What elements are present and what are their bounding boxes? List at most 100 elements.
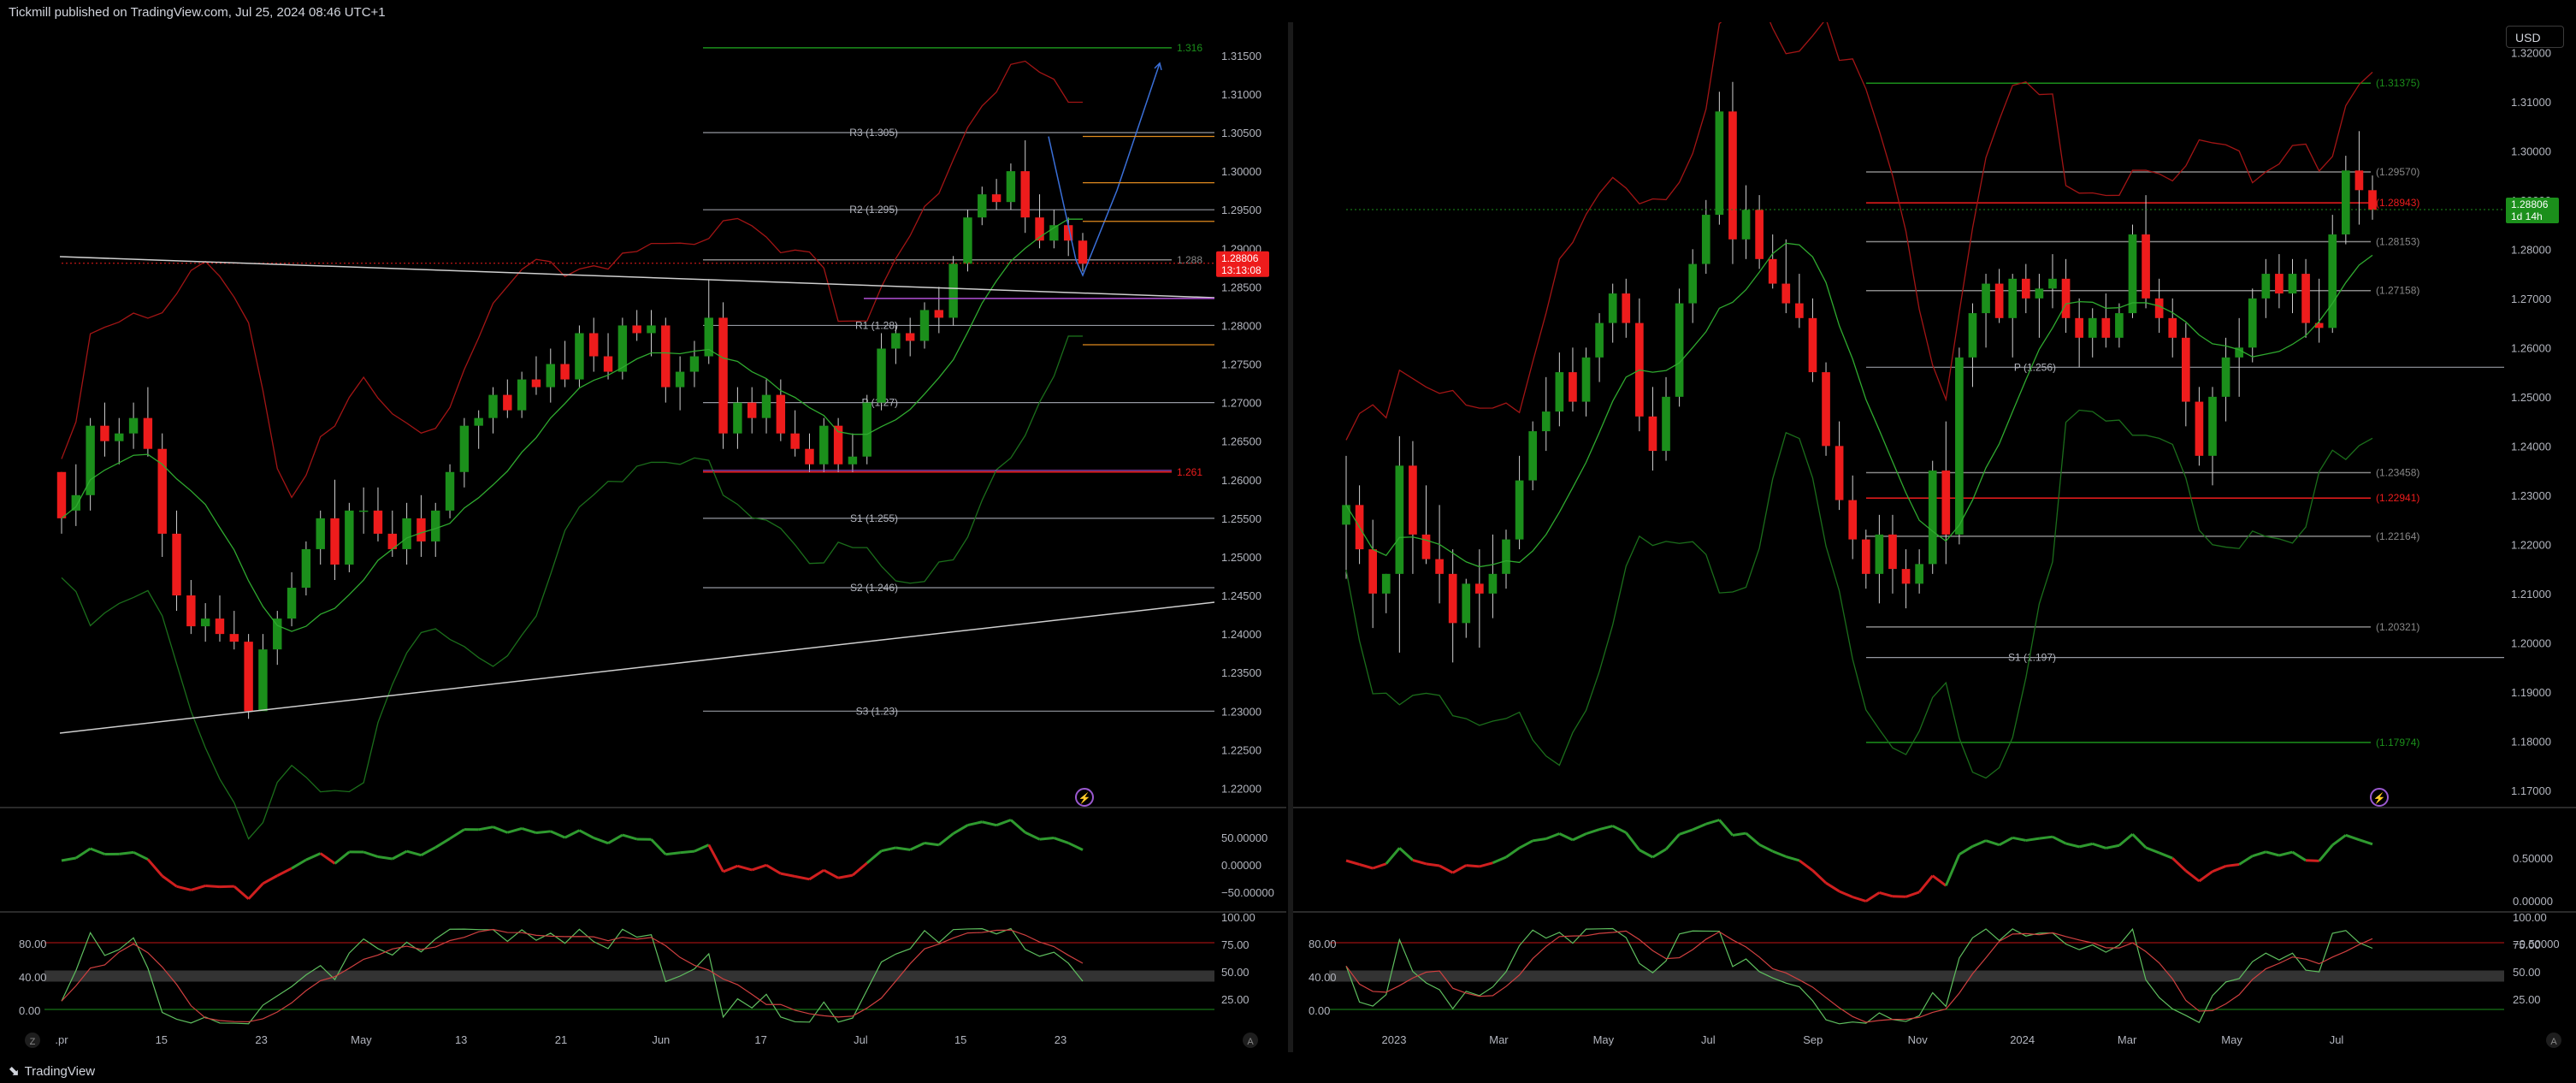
time-axis-label: 23	[1055, 1033, 1066, 1046]
candle-body	[2021, 278, 2030, 299]
momentum-line	[2171, 857, 2187, 873]
momentum-axis-label: 0.50000	[2513, 852, 2553, 865]
stoch-mid-band	[1329, 970, 2504, 982]
candle-body	[603, 356, 613, 372]
candle-body	[1888, 534, 1897, 570]
candle-body	[1982, 283, 1990, 314]
tradingview-logo[interactable]: ⬊ TradingView	[9, 1063, 95, 1080]
stoch-axis-label: 25.00	[1221, 993, 1250, 1006]
candle-body	[2354, 170, 2364, 191]
lower-band	[61, 335, 1083, 840]
candle-body	[1822, 372, 1830, 447]
candle-body	[1835, 446, 1844, 500]
currency-button[interactable]: USD	[2506, 26, 2564, 48]
candle-body	[273, 618, 282, 650]
pane-divider[interactable]	[1288, 22, 1293, 1052]
candle-body	[2368, 190, 2377, 210]
candle-body	[905, 333, 915, 341]
candle-body	[1555, 372, 1564, 412]
price-axis-label: 1.18000	[2511, 735, 2551, 748]
momentum-line	[146, 858, 163, 877]
candle-body	[689, 356, 700, 372]
momentum-line	[305, 852, 322, 861]
candle-body	[718, 317, 728, 434]
momentum-line	[1372, 862, 1387, 870]
lightning-icon	[2370, 788, 2389, 807]
countdown-value: 1d 14h	[2511, 210, 2543, 222]
candle-body	[258, 649, 268, 712]
candle-body	[2275, 274, 2284, 294]
candle-body	[546, 364, 555, 388]
time-axis-label: Mar	[1489, 1033, 1509, 1046]
momentum-line	[1811, 869, 1828, 885]
candle-body	[978, 194, 987, 218]
time-axis-label: Mar	[2118, 1033, 2137, 1046]
candle-body	[1675, 303, 1684, 397]
candle-body	[215, 618, 225, 635]
price-axis-label: 1.17000	[2511, 784, 2551, 797]
price-axis-label: 1.26000	[2511, 341, 2551, 354]
candle-body	[373, 510, 383, 534]
candle-body	[862, 402, 871, 457]
momentum-line	[1878, 891, 1894, 898]
momentum-line	[578, 829, 594, 839]
momentum-line	[119, 850, 134, 855]
level-label: (1.28153)	[2376, 236, 2419, 248]
momentum-line	[377, 855, 393, 861]
price-axis-label: 1.24000	[2511, 440, 2551, 453]
candle-body	[2288, 274, 2297, 294]
candle-body	[632, 325, 641, 334]
momentum-line	[2106, 843, 2120, 849]
momentum-line	[851, 861, 868, 877]
time-axis-label: May	[1593, 1033, 1615, 1046]
momentum-line	[535, 830, 551, 835]
candle-body	[919, 310, 930, 341]
candle-body	[819, 425, 829, 465]
price-axis-label: 1.25000	[1221, 551, 1261, 564]
last-price-value: 1.28806	[1221, 252, 1259, 264]
momentum-line	[909, 842, 925, 851]
candle-body	[1808, 317, 1817, 373]
momentum-line	[2052, 835, 2067, 845]
z-button-label: Z	[30, 1037, 36, 1047]
candle-body	[1968, 313, 1977, 358]
candle-body	[1875, 534, 1884, 574]
z-button	[25, 1033, 40, 1048]
momentum-line	[1586, 828, 1600, 836]
last-price-value: 1.28806	[2511, 198, 2549, 210]
lower-band	[1345, 409, 2373, 779]
stoch-d-line	[1345, 930, 2373, 1023]
level-label: 1.288	[1177, 254, 1202, 266]
momentum-line	[795, 875, 810, 881]
momentum-line	[2078, 842, 2094, 849]
candle-body	[776, 394, 786, 434]
momentum-line	[1625, 831, 1641, 851]
momentum-line	[90, 847, 105, 855]
momentum-line	[1598, 825, 1614, 831]
left-chart-pane[interactable]: 1.315001.310001.305001.300001.295001.290…	[0, 22, 1286, 1052]
momentum-line	[1451, 864, 1467, 874]
candle-body	[2248, 298, 2257, 348]
candle-body	[1569, 372, 1577, 402]
momentum-line	[1639, 849, 1654, 859]
candle-body	[848, 456, 858, 465]
momentum-line	[1852, 896, 1867, 902]
right-chart-pane[interactable]: 1.320001.310001.300001.290001.280001.270…	[1293, 22, 2576, 1052]
momentum-line	[1732, 831, 1746, 837]
price-axis-label: 1.24000	[1221, 628, 1261, 641]
momentum-line	[2039, 835, 2053, 840]
pivot-label: S2 (1.246)	[850, 582, 898, 594]
candle-body	[675, 371, 685, 388]
tradingview-logo-icon: ⬊	[9, 1064, 20, 1079]
momentum-line	[1664, 833, 1681, 850]
momentum-line	[937, 832, 954, 846]
momentum-line	[1518, 839, 1533, 849]
momentum-line	[247, 882, 264, 900]
candle-body	[301, 548, 311, 589]
price-axis-label: 1.23000	[1221, 705, 1261, 718]
candle-body	[790, 433, 800, 449]
candle-body	[1688, 263, 1698, 304]
momentum-line	[1798, 859, 1814, 872]
candle-body	[157, 448, 167, 534]
candle-body	[316, 518, 325, 549]
